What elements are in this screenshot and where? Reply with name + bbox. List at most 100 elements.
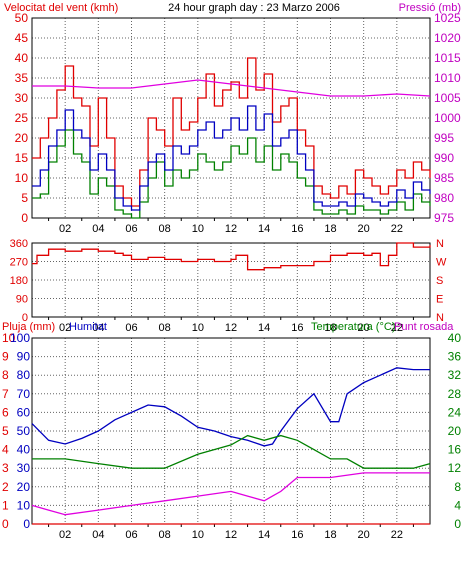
- x-tick-label: 22: [391, 223, 403, 235]
- pressure-axis-title: Pressió (mb): [399, 2, 461, 14]
- compass-tick-label: S: [436, 275, 443, 287]
- humidity-tick-label: 40: [17, 443, 31, 457]
- humidity-tick-label: 20: [17, 480, 31, 494]
- x-tick-label: 10: [192, 223, 204, 235]
- pressure-tick-label: 1005: [434, 91, 461, 105]
- x-tick-label: 10: [192, 322, 204, 334]
- x-tick-label: 12: [225, 322, 237, 334]
- x-tick-label: 16: [291, 529, 303, 541]
- humidity-tick-label: 0: [23, 517, 30, 531]
- rain-tick-label: 2: [2, 480, 9, 494]
- temperature-tick-label: 8: [454, 480, 461, 494]
- temperature-tick-label: 36: [448, 350, 462, 364]
- x-tick-label: 10: [192, 529, 204, 541]
- x-tick-label: 16: [291, 223, 303, 235]
- rain-tick-label: 8: [2, 368, 9, 382]
- pressure-tick-label: 980: [434, 191, 454, 205]
- wind-speed-tick-label: 45: [15, 31, 29, 45]
- pressio-mb-line: [32, 79, 431, 97]
- wind-speed-axis-title: Velocitat del vent (kmh): [4, 2, 118, 14]
- humidity-tick-label: 90: [17, 350, 31, 364]
- direction-degree-tick-label: 90: [16, 294, 28, 306]
- rain-tick-label: 10: [2, 331, 16, 345]
- x-tick-label: 16: [291, 322, 303, 334]
- wind-speed-tick-label: 40: [15, 51, 29, 65]
- rain-axis-title: Pluja (mm): [2, 321, 55, 333]
- pressure-tick-label: 1010: [434, 71, 461, 85]
- pressure-tick-label: 990: [434, 151, 454, 165]
- x-tick-label: 18: [324, 529, 336, 541]
- x-tick-label: 06: [125, 322, 137, 334]
- rain-tick-label: 0: [2, 517, 9, 531]
- humidity-tick-label: 50: [17, 424, 31, 438]
- rain-tick-label: 4: [2, 443, 9, 457]
- x-tick-label: 06: [125, 223, 137, 235]
- x-tick-label: 04: [92, 223, 104, 235]
- punt-rosada-line: [31, 472, 430, 516]
- direction-degree-tick-label: 360: [10, 238, 28, 250]
- pressure-tick-label: 985: [434, 171, 454, 185]
- dewpoint-axis-title: Punt rosada: [394, 321, 454, 333]
- humidity-tick-label: 100: [10, 331, 30, 345]
- wind-pressure-series: [32, 57, 431, 219]
- humidity-tick-label: 30: [17, 461, 31, 475]
- pressure-tick-label: 1025: [434, 11, 461, 25]
- rain-tick-label: 5: [2, 424, 9, 438]
- wind-speed-tick-label: 30: [15, 91, 29, 105]
- temperature-axis-title: Temperatura (°C): [311, 321, 395, 333]
- x-tick-label: 12: [225, 529, 237, 541]
- temperature-tick-label: 20: [448, 424, 462, 438]
- x-tick-label: 14: [258, 529, 270, 541]
- x-tick-label: 20: [358, 322, 370, 334]
- x-tick-label: 18: [324, 322, 336, 334]
- x-tick-label: 02: [59, 529, 71, 541]
- x-tick-label: 20: [358, 223, 370, 235]
- humidity-axis-title: Humitat: [69, 321, 107, 333]
- x-tick-label: 04: [92, 529, 104, 541]
- compass-tick-label: E: [436, 294, 443, 306]
- wind-speed-tick-label: 25: [15, 111, 29, 125]
- compass-tick-label: N: [436, 312, 444, 324]
- wind-speed-tick-label: 15: [15, 151, 29, 165]
- wind-speed-tick-label: 35: [15, 71, 29, 85]
- wind-speed-tick-label: 0: [21, 211, 28, 225]
- temperature-tick-label: 16: [448, 443, 462, 457]
- compass-tick-label: N: [436, 238, 444, 250]
- x-tick-label: 06: [125, 529, 137, 541]
- wind-speed-tick-label: 5: [21, 191, 28, 205]
- direction-degree-tick-label: 270: [10, 257, 28, 269]
- wind-pressure-ticks: 02 04 06 08 10 12 14 16 18 20 22051015202530354045…: [15, 11, 461, 235]
- x-tick-label: 20: [358, 529, 370, 541]
- direccio-del-vent-line: [32, 242, 431, 271]
- humidity-tick-label: 70: [17, 387, 31, 401]
- chart-date-title: 24 hour graph day : 23 Marzo 2006: [168, 2, 340, 14]
- rain-tick-label: 6: [2, 405, 9, 419]
- x-tick-label: 02: [59, 322, 71, 334]
- temperature-tick-label: 40: [448, 331, 462, 345]
- pressure-tick-label: 1000: [434, 111, 461, 125]
- humidity-tick-label: 80: [17, 368, 31, 382]
- x-tick-label: 18: [324, 223, 336, 235]
- temperature-tick-label: 4: [454, 498, 461, 512]
- pressure-tick-label: 995: [434, 131, 454, 145]
- x-tick-label: 12: [225, 223, 237, 235]
- rain-tick-label: 3: [2, 461, 9, 475]
- x-tick-label: 08: [159, 322, 171, 334]
- velocitat-del-vent-kmh-line: [32, 57, 431, 207]
- temperature-tick-label: 12: [448, 461, 462, 475]
- pressure-tick-label: 1020: [434, 31, 461, 45]
- rain-tick-label: 7: [2, 387, 9, 401]
- x-tick-label: 02: [59, 223, 71, 235]
- pressure-tick-label: 975: [434, 211, 454, 225]
- x-tick-label: 22: [391, 529, 403, 541]
- x-tick-label: 22: [391, 322, 403, 334]
- temperature-tick-label: 28: [448, 387, 462, 401]
- rain-tick-label: 1: [2, 498, 9, 512]
- x-tick-label: 14: [258, 223, 270, 235]
- direction-degree-tick-label: 180: [10, 275, 28, 287]
- x-tick-label: 14: [258, 322, 270, 334]
- x-tick-label: 04: [92, 322, 104, 334]
